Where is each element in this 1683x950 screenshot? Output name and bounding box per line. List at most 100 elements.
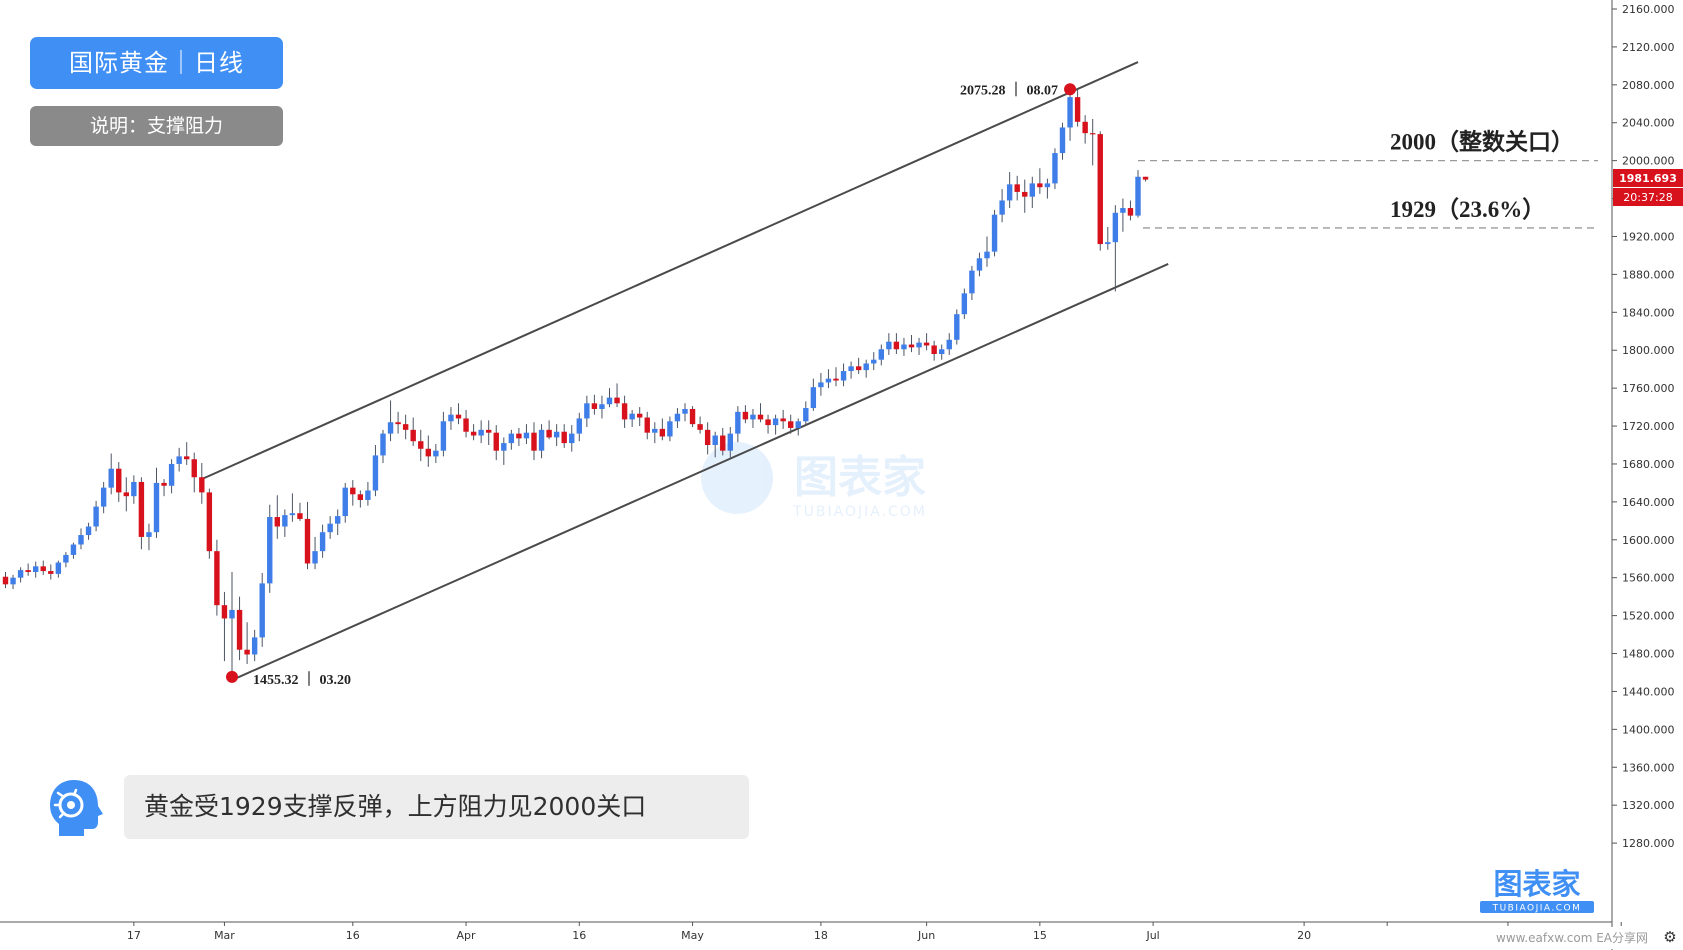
candle [667, 416, 673, 442]
candle [765, 414, 771, 434]
candle [33, 561, 39, 578]
brand-logo: 图表家 TUBIAOJIA.COM [1480, 867, 1594, 914]
candle [350, 480, 356, 506]
candle-body [25, 570, 31, 573]
y-tick-label: 2040.000 [1622, 117, 1675, 130]
candle [735, 406, 741, 443]
candle [1044, 178, 1051, 199]
candle-body [267, 517, 273, 584]
candle-body [199, 477, 205, 493]
candle-body [244, 649, 250, 655]
candle [493, 425, 499, 461]
x-tick-label: 17 [127, 929, 141, 942]
candle [236, 596, 243, 661]
candle-body [750, 414, 756, 420]
candle [1006, 172, 1013, 209]
candle-body [659, 428, 666, 437]
candle-body [999, 200, 1005, 215]
candle [991, 209, 998, 257]
y-tick-label: 2000.000 [1622, 155, 1675, 168]
level-label-1929: 1929（23.6%） [1390, 196, 1545, 222]
candle-body [161, 482, 167, 486]
candle [199, 463, 205, 504]
candle-body [433, 450, 439, 457]
candle-body [538, 429, 545, 451]
candle [833, 367, 839, 387]
trendline-upper [201, 61, 1139, 481]
y-tick-label: 1880.000 [1622, 268, 1675, 281]
candle [63, 552, 69, 568]
candle-body [304, 518, 311, 564]
candle-body [100, 487, 107, 507]
y-tick-label: 1560.000 [1622, 572, 1675, 585]
annotation-point [1064, 83, 1077, 96]
candle [803, 401, 809, 427]
candle [1074, 89, 1081, 127]
candle-body [40, 566, 46, 572]
candle-body [546, 429, 552, 438]
candle-body [206, 492, 213, 552]
candle-body [1127, 208, 1134, 216]
candle-body [765, 419, 771, 426]
candle-body [108, 468, 114, 488]
candle [1142, 176, 1149, 182]
trend-channel [201, 61, 1169, 681]
candle [108, 453, 114, 495]
candle-body [282, 515, 288, 527]
candle-body [553, 431, 560, 438]
candle [100, 481, 107, 514]
candle-body [901, 344, 907, 350]
candle [312, 536, 318, 570]
candle [470, 424, 477, 441]
x-tick-label: 20 [1297, 929, 1311, 942]
candle-body [961, 293, 968, 315]
candle-body [380, 433, 386, 456]
candle-body [712, 435, 718, 445]
candle-body [184, 456, 190, 460]
candle-body [954, 314, 960, 340]
candle-body [486, 429, 492, 433]
candle-body [78, 535, 84, 545]
candle [674, 408, 681, 428]
candle [538, 424, 545, 459]
candle [946, 333, 952, 355]
candle [1059, 122, 1066, 160]
candle [848, 361, 854, 379]
candle-body [410, 429, 416, 442]
y-tick-label: 1800.000 [1622, 344, 1675, 357]
candle-body [795, 421, 801, 428]
countdown-label: 20:37:28 [1623, 191, 1672, 204]
watermark-brand: 图表家 [794, 452, 926, 503]
candle [70, 542, 77, 559]
candle-body [569, 433, 575, 444]
candle [606, 388, 613, 408]
support-resistance-levels: 2000（整数关口） 1929（23.6%） [1138, 129, 1598, 229]
y-tick-label: 2160.000 [1622, 3, 1675, 16]
candle [161, 479, 167, 497]
candle-body [576, 418, 582, 434]
candle-body [478, 429, 484, 436]
candle-body [493, 432, 499, 451]
candle-body [470, 431, 477, 436]
candle [712, 431, 718, 458]
candle-body [803, 408, 809, 422]
candle-body [17, 570, 24, 578]
candle [863, 359, 869, 378]
candle [274, 495, 280, 539]
candle [621, 395, 628, 428]
y-tick-label: 1920.000 [1622, 230, 1675, 243]
candle-body [682, 408, 688, 414]
candle-body [387, 422, 394, 434]
candle [818, 372, 824, 396]
candle-body [440, 421, 447, 451]
x-tick-label: Apr [457, 929, 477, 942]
candle [908, 335, 915, 353]
candle-body [146, 532, 152, 537]
gear-icon[interactable]: ⚙ [1663, 928, 1677, 946]
candle-body [984, 251, 990, 259]
candle-body [833, 378, 839, 381]
candles [2, 89, 1149, 678]
candle [335, 509, 341, 536]
